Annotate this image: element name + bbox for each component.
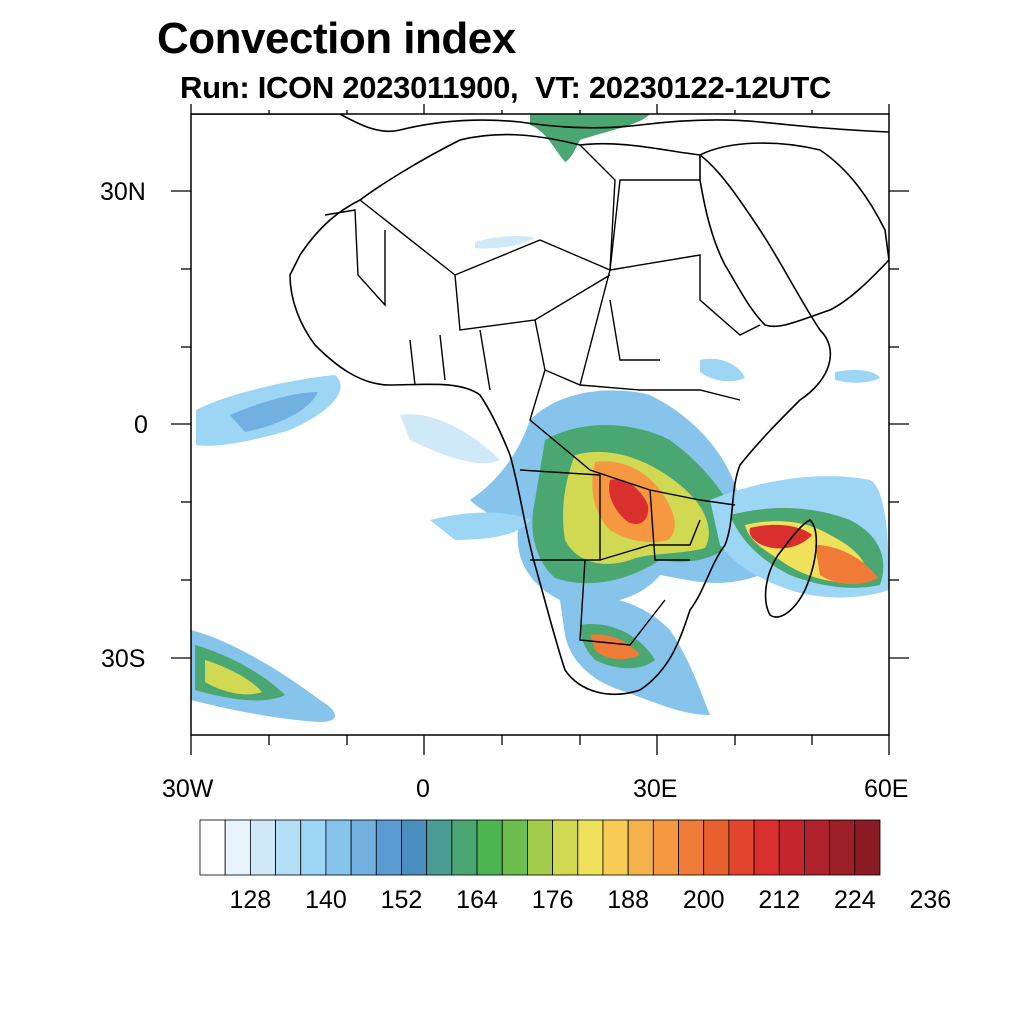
colorbar-swatch <box>753 819 780 876</box>
shade-south-atlantic-core <box>205 660 262 695</box>
axis-ticks <box>171 104 909 755</box>
convection-field <box>191 114 889 722</box>
coastlines <box>191 114 889 696</box>
shade-gulf-guinea <box>400 414 500 464</box>
chart-title: Convection index <box>157 14 516 63</box>
lon-label-30e: 30E <box>633 775 678 803</box>
colorbar-swatch <box>325 819 352 876</box>
colorbar-swatch <box>401 819 428 876</box>
colorbar-swatch <box>199 819 226 876</box>
colorbar-swatch <box>501 819 528 876</box>
shade-south-atlantic <box>191 630 335 722</box>
country-borders <box>324 144 761 646</box>
lat-label-0: 0 <box>134 411 148 439</box>
shade-indian-ocean-patch <box>835 370 880 383</box>
colorbar-swatch <box>778 819 805 876</box>
colorbar-swatch <box>804 819 831 876</box>
europe-coastline <box>191 114 889 133</box>
colorbar-swatch <box>627 819 654 876</box>
colorbar-swatch <box>224 819 251 876</box>
colorbar-swatch <box>275 819 302 876</box>
colorbar-label: 200 <box>682 886 725 914</box>
shade-central-africa-red <box>609 479 649 525</box>
madagascar-coastline <box>764 519 818 618</box>
lon-label-30w: 30W <box>162 775 214 803</box>
chart-subtitle: Run: ICON 2023011900, VT: 20230122-12UTC <box>180 70 832 105</box>
colorbar-label: 128 <box>229 886 272 914</box>
colorbar-label: 164 <box>456 886 498 914</box>
lon-label-60e: 60E <box>864 775 909 803</box>
colorbar-swatch <box>728 819 755 876</box>
shade-east-africa-patch <box>700 358 745 382</box>
colorbar-swatch <box>577 819 604 876</box>
shade-angola-coast <box>430 512 530 540</box>
shade-sahara-patch <box>475 235 535 249</box>
arabia-coastline <box>699 142 889 328</box>
colorbar-swatch <box>652 819 679 876</box>
colorbar-swatch <box>350 819 377 876</box>
africa-coastline <box>289 133 832 696</box>
lat-label-30s: 30S <box>101 645 146 673</box>
colorbar-swatch <box>602 819 629 876</box>
shade-atlantic-north-core <box>230 392 318 432</box>
colorbar-label: 188 <box>607 886 649 914</box>
shade-madagascar-east <box>815 545 878 585</box>
colorbar-swatch <box>476 819 503 876</box>
colorbar-label: 212 <box>758 886 801 914</box>
colorbar-label: 152 <box>380 886 423 914</box>
colorbar-swatch <box>552 819 579 876</box>
colorbar-label: 224 <box>833 886 876 914</box>
colorbar-label: 176 <box>531 886 574 914</box>
colorbar-swatch <box>678 819 705 876</box>
lat-label-30n: 30N <box>100 178 146 206</box>
colorbar-swatch <box>854 819 881 876</box>
colorbar-swatch <box>829 819 856 876</box>
colorbar-swatch <box>300 819 327 876</box>
colorbar-swatch <box>249 819 276 876</box>
colorbar-swatch <box>527 819 553 876</box>
colorbar-swatch <box>375 819 402 876</box>
colorbar <box>199 819 881 876</box>
lon-label-0: 0 <box>416 775 430 803</box>
colorbar-label: 236 <box>909 886 952 914</box>
shade-south-africa-core <box>590 634 640 660</box>
colorbar-swatch <box>703 819 730 876</box>
colorbar-swatch <box>451 819 478 876</box>
colorbar-label: 140 <box>305 886 347 914</box>
colorbar-swatch <box>426 819 453 876</box>
